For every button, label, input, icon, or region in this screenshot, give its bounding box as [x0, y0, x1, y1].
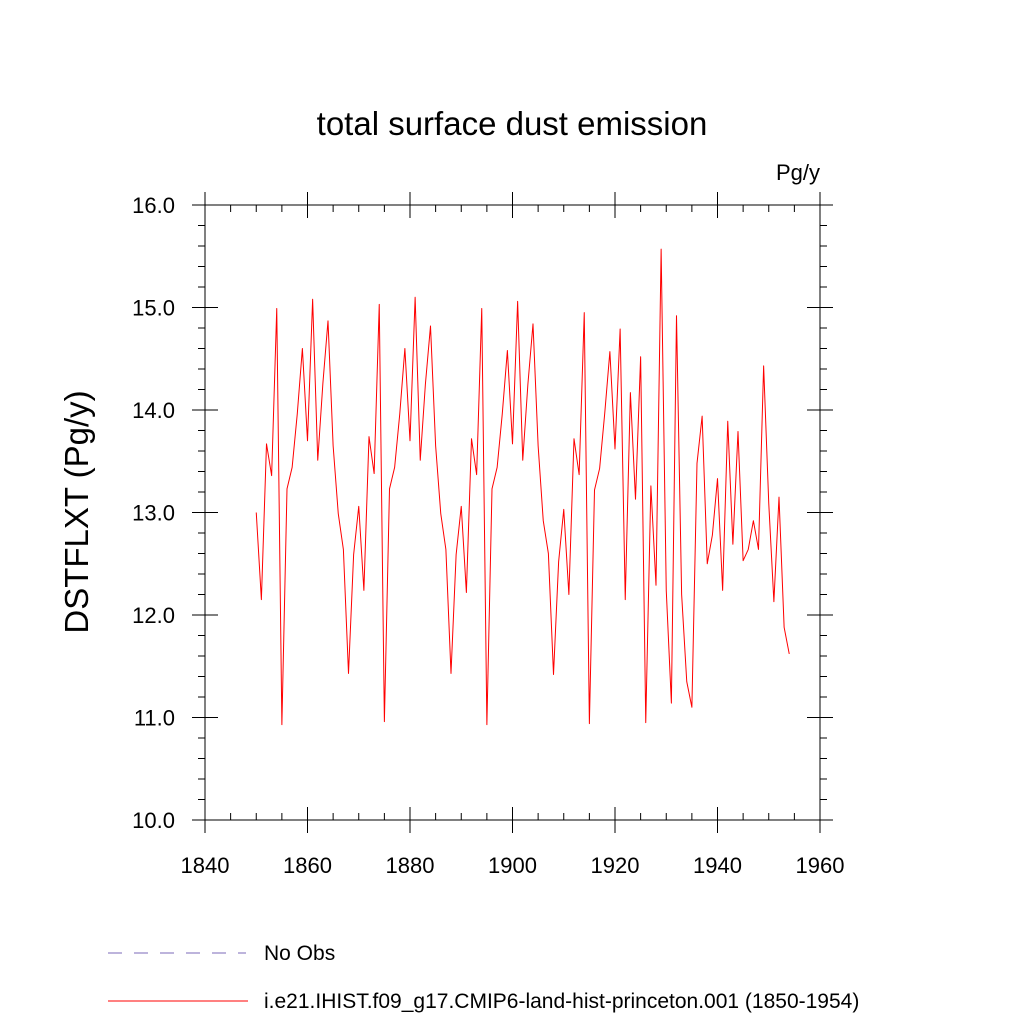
- chart-title: total surface dust emission: [317, 105, 708, 142]
- y-tick-label: 14.0: [132, 398, 175, 423]
- tick-marks: [192, 192, 833, 833]
- x-tick-label: 1900: [488, 853, 537, 878]
- y-tick-label: 15.0: [132, 296, 175, 321]
- series: [255, 248, 790, 726]
- x-tick-label: 1960: [796, 853, 845, 878]
- y-tick-label: 16.0: [132, 193, 175, 218]
- y-tick-label: 11.0: [134, 706, 175, 731]
- plot-frame: [204, 204, 821, 821]
- x-tick-labels: 1840 1860 1880 1900 1920 1940 1960: [181, 853, 845, 878]
- y-tick-label: 10.0: [132, 808, 175, 833]
- legend: No Obs i.e21.IHIST.f09_g17.CMIP6-land-hi…: [108, 942, 859, 1013]
- x-tick-label: 1840: [181, 853, 230, 878]
- x-tick-label: 1940: [693, 853, 742, 878]
- x-tick-label: 1860: [283, 853, 332, 878]
- y-tick-labels: 10.0 11.0 12.0 13.0 14.0 15.0 16.0: [132, 193, 175, 833]
- series-line-1: [255, 248, 790, 726]
- y-tick-label: 12.0: [132, 603, 175, 628]
- y-tick-label: 13.0: [132, 501, 175, 526]
- legend-label-no-obs: No Obs: [264, 942, 335, 965]
- legend-label-model: i.e21.IHIST.f09_g17.CMIP6-land-hist-prin…: [264, 990, 859, 1013]
- y-axis-label: DSTFLXT (Pg/y): [58, 390, 95, 633]
- x-tick-label: 1880: [386, 853, 435, 878]
- x-tick-label: 1920: [591, 853, 640, 878]
- units-label: Pg/y: [776, 160, 820, 185]
- axes: [204, 204, 821, 821]
